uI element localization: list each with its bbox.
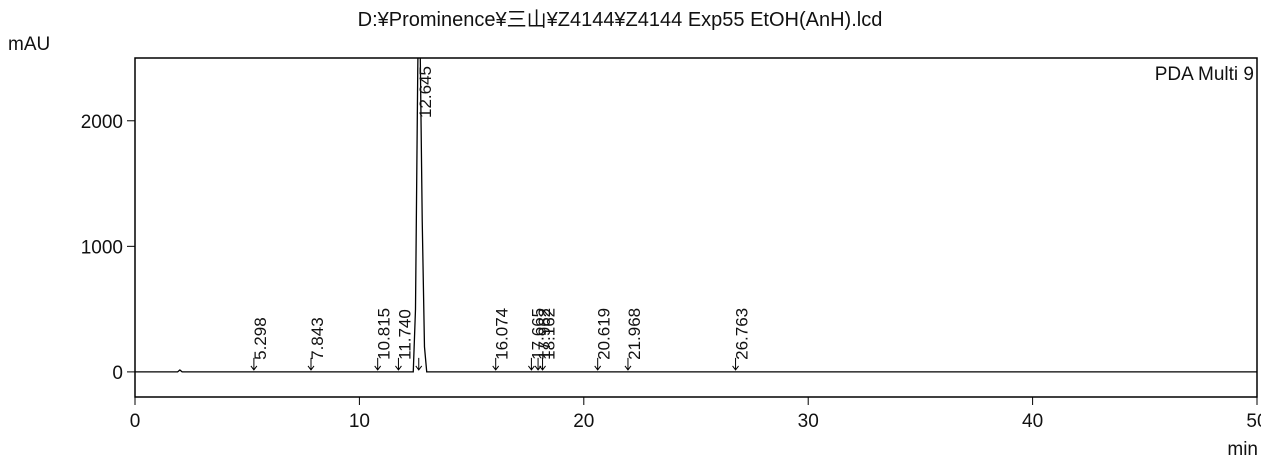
peak-arrow <box>594 357 602 371</box>
peak-label: 18.162 <box>540 308 559 360</box>
y-tick-label: 2000 <box>81 112 123 133</box>
peak-arrow <box>539 357 546 371</box>
peak-label: 7.843 <box>308 317 327 360</box>
x-tick-label: 10 <box>349 411 370 432</box>
peak-arrow <box>732 357 739 371</box>
peak-label: 17.962 <box>535 308 554 360</box>
x-tick-label: 20 <box>573 411 594 432</box>
peak-arrow <box>415 357 423 371</box>
peak-label: 5.298 <box>251 317 270 360</box>
y-tick-label: 1000 <box>81 237 123 258</box>
peak-arrow <box>492 357 500 371</box>
peak-label: 17.665 <box>528 308 547 360</box>
peak-label: 12.645 <box>416 66 435 118</box>
legend: PDA Multi 9 <box>1155 64 1254 85</box>
peak-arrow <box>395 357 402 371</box>
peak-arrow <box>624 357 632 371</box>
peak-label: 20.619 <box>595 308 614 360</box>
peak-arrow <box>250 357 258 371</box>
chart-title: D:¥Prominence¥三山¥Z4144¥Z4144 Exp55 EtOH(… <box>358 8 883 31</box>
trace <box>135 58 1257 373</box>
peak-arrow <box>307 357 315 371</box>
peak-label: 16.074 <box>493 308 512 360</box>
peak-label: 26.763 <box>733 308 752 360</box>
x-tick-label: 30 <box>798 411 819 432</box>
y-tick-label: 0 <box>112 363 123 384</box>
x-tick-label: 50 <box>1246 411 1261 432</box>
x-tick-label: 0 <box>130 411 141 432</box>
peak-arrow <box>374 357 382 371</box>
x-axis-label: min <box>1227 439 1258 460</box>
peak-label: 21.968 <box>625 308 644 360</box>
plot-frame <box>134 57 1258 398</box>
peak-arrow <box>528 357 535 371</box>
peak-label: 10.815 <box>375 308 394 360</box>
x-tick-label: 40 <box>1022 411 1043 432</box>
peak-label: 11.740 <box>395 309 414 360</box>
y-axis-label: mAU <box>8 34 50 55</box>
